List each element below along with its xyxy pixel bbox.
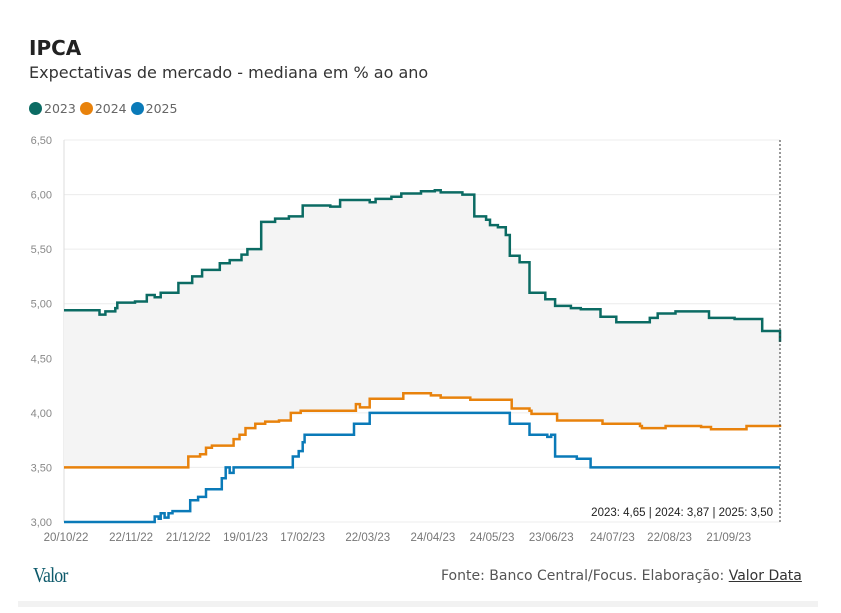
- x-tick-label: 21/12/22: [166, 532, 211, 544]
- y-tick-label: 5,50: [31, 244, 52, 256]
- series-line-2023[interactable]: [64, 188, 782, 342]
- x-tick-label: 24/07/23: [590, 532, 635, 544]
- x-tick-label: 19/01/23: [223, 532, 268, 544]
- legend-dot-icon: [79, 102, 93, 115]
- valor-data-link[interactable]: Valor Data: [728, 568, 802, 584]
- x-tick-label: 17/02/23: [280, 532, 325, 544]
- x-tick-label: 23/06/23: [529, 532, 574, 544]
- y-tick-label: 3,50: [31, 462, 52, 474]
- chart-subtitle: Expectativas de mercado - mediana em % a…: [29, 63, 429, 82]
- x-tick-label: 22/08/23: [647, 532, 692, 544]
- x-tick-label: 24/05/23: [470, 532, 515, 544]
- series-line-2024[interactable]: [64, 391, 782, 469]
- legend-dot-icon: [130, 102, 144, 115]
- footer-bar: [18, 601, 818, 607]
- x-tick-label: 22/03/23: [345, 532, 390, 544]
- legend-item-2023[interactable]: 2023: [29, 101, 76, 116]
- legend-item-2025[interactable]: 2025: [130, 101, 178, 116]
- source-note: Fonte: Banco Central/Focus. Elaboração: …: [441, 568, 802, 584]
- legend-dot-icon: [29, 102, 42, 115]
- x-tick-label: 20/10/22: [44, 532, 89, 544]
- legend-label: 2024: [94, 101, 127, 116]
- x-tick-label: 24/04/23: [410, 532, 455, 544]
- y-tick-label: 4,50: [31, 353, 52, 365]
- y-tick-label: 6,00: [31, 190, 52, 202]
- y-tick-label: 4,00: [31, 408, 52, 420]
- y-tick-label: 3,00: [31, 517, 52, 529]
- y-tick-label: 6,50: [31, 135, 52, 147]
- chart-title: IPCA: [29, 36, 82, 60]
- source-text: Fonte: Banco Central/Focus. Elaboração:: [441, 568, 729, 584]
- latest-values-annotation: 2023: 4,65 | 2024: 3,87 | 2025: 3,50: [591, 507, 773, 519]
- range-band: [64, 190, 780, 468]
- legend-label: 2025: [145, 101, 178, 116]
- series-line-2025[interactable]: [64, 411, 780, 524]
- x-tick-label: 21/09/23: [706, 532, 751, 544]
- legend-label: 2023: [44, 101, 76, 116]
- y-tick-label: 5,00: [31, 299, 52, 311]
- legend: 2023 2024 2025: [29, 101, 177, 116]
- x-tick-label: 22/11/22: [109, 532, 153, 544]
- legend-item-2024[interactable]: 2024: [79, 101, 127, 116]
- valor-logo: Valor: [33, 563, 68, 587]
